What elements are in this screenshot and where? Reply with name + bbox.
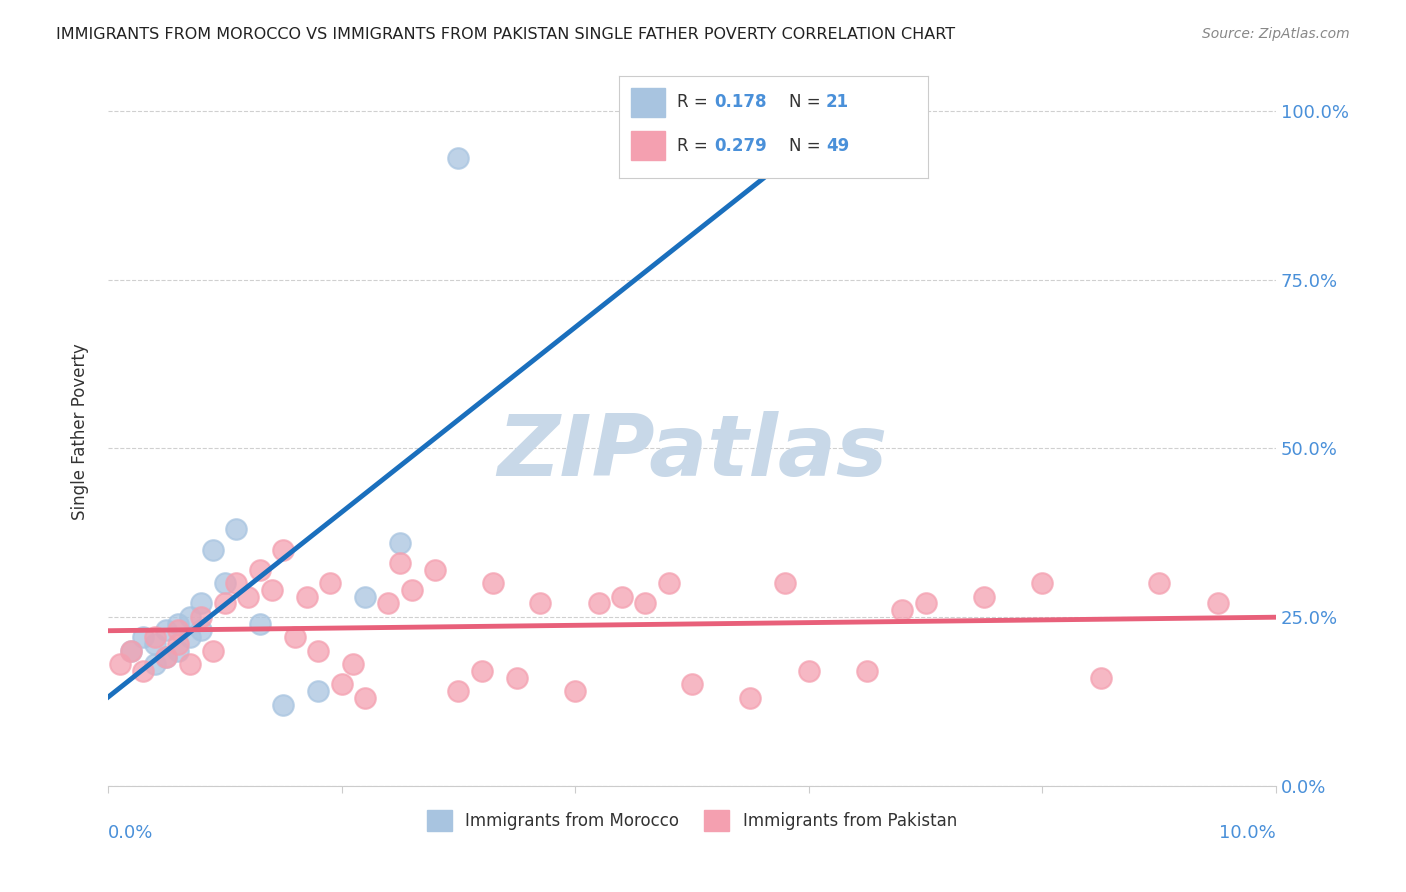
- Point: [236, 590, 259, 604]
- Bar: [631, 131, 665, 160]
- Point: [179, 610, 201, 624]
- Point: [973, 590, 995, 604]
- Point: [423, 563, 446, 577]
- Point: [1147, 576, 1170, 591]
- Point: [190, 610, 212, 624]
- Point: [588, 597, 610, 611]
- Point: [260, 582, 283, 597]
- Y-axis label: Single Father Poverty: Single Father Poverty: [72, 343, 89, 520]
- Point: [132, 664, 155, 678]
- Point: [132, 630, 155, 644]
- Point: [214, 597, 236, 611]
- Point: [388, 535, 411, 549]
- Point: [179, 657, 201, 672]
- Point: [143, 657, 166, 672]
- Point: [120, 643, 142, 657]
- Point: [108, 657, 131, 672]
- Point: [354, 590, 377, 604]
- Point: [342, 657, 364, 672]
- Point: [471, 664, 494, 678]
- Point: [658, 576, 681, 591]
- Point: [388, 556, 411, 570]
- Point: [856, 664, 879, 678]
- Point: [330, 677, 353, 691]
- Point: [377, 597, 399, 611]
- Point: [167, 643, 190, 657]
- Text: 0.178: 0.178: [714, 94, 768, 112]
- Text: R =: R =: [678, 94, 713, 112]
- Point: [319, 576, 342, 591]
- Point: [401, 582, 423, 597]
- Point: [271, 542, 294, 557]
- Point: [271, 698, 294, 712]
- Point: [914, 597, 936, 611]
- Point: [120, 643, 142, 657]
- Text: IMMIGRANTS FROM MOROCCO VS IMMIGRANTS FROM PAKISTAN SINGLE FATHER POVERTY CORREL: IMMIGRANTS FROM MOROCCO VS IMMIGRANTS FR…: [56, 27, 955, 42]
- Point: [295, 590, 318, 604]
- Point: [891, 603, 914, 617]
- Bar: [631, 88, 665, 117]
- Text: 0.279: 0.279: [714, 136, 768, 154]
- Point: [1031, 576, 1053, 591]
- Point: [284, 630, 307, 644]
- Point: [143, 630, 166, 644]
- Point: [610, 590, 633, 604]
- Text: N =: N =: [789, 136, 825, 154]
- Point: [307, 684, 329, 698]
- Point: [202, 643, 225, 657]
- Point: [482, 576, 505, 591]
- Point: [740, 690, 762, 705]
- Point: [179, 630, 201, 644]
- Point: [529, 597, 551, 611]
- Point: [681, 677, 703, 691]
- Point: [307, 643, 329, 657]
- Point: [190, 597, 212, 611]
- Text: R =: R =: [678, 136, 713, 154]
- Text: 21: 21: [825, 94, 849, 112]
- Text: 0.0%: 0.0%: [108, 824, 153, 842]
- Text: 10.0%: 10.0%: [1219, 824, 1277, 842]
- Text: ZIPatlas: ZIPatlas: [496, 411, 887, 494]
- Point: [249, 616, 271, 631]
- Point: [354, 690, 377, 705]
- Point: [249, 563, 271, 577]
- Point: [214, 576, 236, 591]
- Point: [155, 650, 177, 665]
- Point: [506, 671, 529, 685]
- Point: [202, 542, 225, 557]
- Point: [797, 664, 820, 678]
- Point: [190, 624, 212, 638]
- Point: [167, 616, 190, 631]
- Point: [634, 597, 657, 611]
- Point: [775, 576, 797, 591]
- Point: [1206, 597, 1229, 611]
- Point: [1090, 671, 1112, 685]
- Text: N =: N =: [789, 94, 825, 112]
- Point: [167, 637, 190, 651]
- Point: [564, 684, 586, 698]
- Point: [225, 576, 247, 591]
- Point: [155, 624, 177, 638]
- Point: [447, 152, 470, 166]
- Text: 49: 49: [825, 136, 849, 154]
- Legend: Immigrants from Morocco, Immigrants from Pakistan: Immigrants from Morocco, Immigrants from…: [420, 804, 963, 838]
- Text: Source: ZipAtlas.com: Source: ZipAtlas.com: [1202, 27, 1350, 41]
- Point: [225, 522, 247, 536]
- Point: [143, 637, 166, 651]
- Point: [447, 684, 470, 698]
- Point: [155, 650, 177, 665]
- Point: [167, 624, 190, 638]
